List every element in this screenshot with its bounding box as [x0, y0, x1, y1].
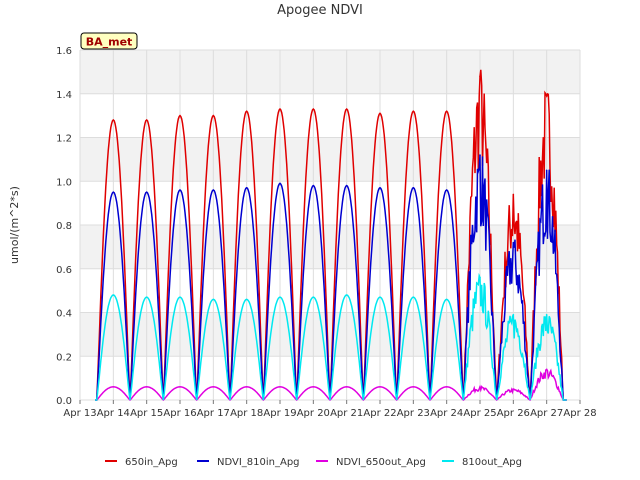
data-point: [279, 296, 281, 298]
data-point: [412, 386, 415, 388]
data-point: [179, 114, 181, 117]
y-tick-label: 1.0: [56, 177, 72, 188]
x-tick-label: Apr 22: [363, 408, 396, 419]
data-point: [112, 294, 115, 296]
x-tick-label: Apr 21: [330, 408, 363, 419]
data-point: [345, 108, 348, 110]
y-tick-label: 1.2: [56, 134, 72, 145]
data-point: [112, 386, 115, 388]
data-point: [445, 189, 448, 191]
data-point: [512, 241, 515, 244]
x-tick-label: Apr 16: [163, 408, 196, 419]
data-point: [379, 187, 381, 189]
data-point: [345, 386, 348, 388]
x-tick-label: Apr 23: [397, 408, 430, 419]
data-point: [379, 296, 381, 298]
y-tick-label: 0.4: [56, 309, 72, 320]
data-point: [445, 110, 448, 113]
x-tick-label: Apr 19: [263, 408, 296, 419]
plot-band: [80, 312, 580, 357]
y-tick-label: 0.0: [56, 396, 72, 407]
data-point: [445, 298, 448, 301]
data-point: [212, 298, 215, 301]
data-point: [279, 182, 281, 185]
y-axis-label: umol/(m^2*s): [8, 186, 21, 264]
data-point: [212, 189, 215, 191]
data-point: [412, 187, 415, 189]
series-line-810out-apg: [95, 272, 567, 401]
data-point: [312, 184, 315, 187]
x-tick-label: Apr 26: [497, 408, 530, 419]
data-point: [245, 298, 248, 301]
y-tick-label: 0.6: [56, 265, 72, 276]
x-tick-label: Apr 28: [563, 408, 596, 419]
data-point: [145, 119, 148, 121]
chart-title: Apogee NDVI: [277, 3, 363, 18]
data-point: [545, 313, 548, 316]
data-point: [212, 386, 215, 388]
data-point: [212, 114, 215, 117]
plot-band: [80, 225, 580, 269]
data-point: [145, 191, 148, 193]
legend-label: NDVI_650out_Apg: [336, 457, 426, 468]
x-tick-label: Apr 25: [463, 408, 496, 419]
data-point: [345, 184, 348, 187]
x-tick-label: Apr 20: [297, 408, 330, 419]
data-point: [279, 108, 281, 110]
y-tick-label: 1.4: [56, 90, 72, 101]
x-tick-label: Apr 14: [97, 408, 130, 419]
ba-met-annotation: BA_met: [80, 32, 138, 50]
data-point: [512, 313, 515, 316]
y-tick-label: 0.2: [56, 352, 72, 363]
data-point: [412, 110, 415, 113]
data-point: [245, 110, 248, 113]
x-tick-label: Apr 15: [130, 408, 163, 419]
data-point: [479, 154, 481, 156]
data-point: [245, 386, 248, 388]
data-point: [179, 296, 181, 298]
data-point: [379, 112, 381, 115]
y-tick-label: 0.8: [56, 221, 72, 232]
x-tick-label: Apr 17: [197, 408, 230, 419]
data-point: [445, 386, 448, 388]
y-tick-label: 1.6: [56, 46, 72, 57]
ba-met-label: BA_met: [86, 36, 133, 49]
plot-band: [80, 137, 580, 182]
data-point: [512, 193, 515, 196]
data-point: [312, 296, 315, 298]
data-point: [312, 108, 315, 110]
data-point: [112, 119, 115, 121]
data-point: [479, 276, 481, 279]
data-point: [512, 388, 515, 390]
legend-label: 650in_Apg: [125, 457, 178, 468]
data-point: [112, 191, 115, 193]
data-point: [279, 386, 281, 388]
x-tick-label: Apr 18: [230, 408, 263, 419]
data-point: [179, 189, 181, 191]
data-point: [145, 296, 148, 298]
data-point: [545, 368, 548, 371]
legend-label: 810out_Apg: [462, 457, 522, 468]
legend: 650in_Apg NDVI_810in_Apg NDVI_650out_Apg 81…: [105, 457, 522, 468]
legend-label: NDVI_810in_Apg: [217, 457, 300, 468]
data-point: [479, 386, 481, 388]
data-point: [145, 386, 148, 388]
x-tick-label: Apr 24: [430, 408, 463, 419]
x-tick-label: Apr 27: [530, 408, 563, 419]
data-point: [379, 386, 381, 388]
data-point: [479, 75, 481, 78]
data-point: [345, 294, 348, 296]
data-point: [312, 386, 315, 388]
data-point: [545, 95, 548, 97]
data-point: [412, 296, 415, 298]
plot-band: [80, 50, 580, 94]
data-point: [245, 187, 248, 189]
data-point: [179, 386, 181, 388]
data-point: [545, 169, 548, 172]
x-tick-label: Apr 13: [63, 408, 96, 419]
